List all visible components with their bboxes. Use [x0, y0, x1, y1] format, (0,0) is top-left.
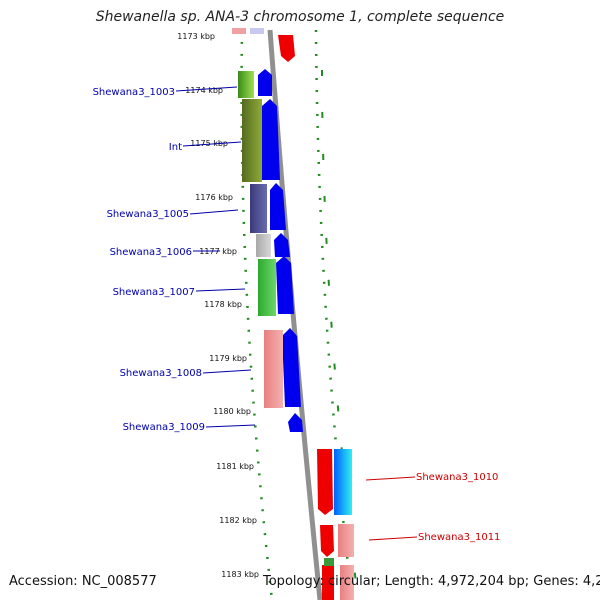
ruler-tick-label: 1173 kbp [177, 32, 215, 41]
gc-track-marks [321, 69, 359, 600]
label-leader-line [182, 141, 242, 147]
cds-arrow-1011 [320, 525, 334, 557]
ruler-tick-label: 1175 kbp [190, 139, 228, 148]
gene-label-1006: Shewana3_1006 [110, 247, 192, 258]
block-gray [256, 234, 271, 257]
feature-top-pink [232, 28, 246, 34]
gene-label-1003: Shewana3_1003 [93, 87, 175, 98]
gene-label-1010: Shewana3_1010 [416, 472, 498, 483]
block-green [258, 259, 276, 316]
cds-arrow-1009 [288, 413, 303, 432]
cds-arrow-1010 [317, 449, 333, 515]
gene-label-1008: Shewana3_1008 [120, 368, 202, 379]
cds-bottom-red [322, 565, 334, 600]
ruler-tick-label: 1181 kbp [216, 462, 254, 471]
cds-arrow-1008 [282, 328, 301, 407]
block-purple [250, 184, 267, 233]
cds-arrow-1005 [270, 183, 286, 230]
cds-arrow-top [278, 35, 295, 62]
map-title: Shewanella sp. ANA-3 chromosome 1, compl… [95, 9, 505, 25]
ruler-tick-label: 1183 kbp [221, 570, 259, 579]
feature-top-lavender [250, 28, 264, 34]
cds-arrow-1003 [258, 69, 272, 96]
ruler-tick-label: 1182 kbp [219, 516, 257, 525]
label-leader-line [189, 209, 239, 215]
label-leader-line [202, 369, 252, 374]
accession-text: Accession: NC_008577 [9, 574, 157, 589]
gene-label-1011: Shewana3_1011 [418, 532, 500, 543]
label-leader-line [365, 476, 416, 481]
gene-label-1009: Shewana3_1009 [123, 422, 205, 433]
cds-arrow-1007 [276, 256, 294, 314]
gene-label-1005: Shewana3_1005 [107, 209, 189, 220]
block-pink-lower [338, 524, 354, 557]
block-pink-bottom [340, 565, 354, 600]
label-leader-line [205, 424, 256, 428]
ruler-tick-label: 1176 kbp [195, 193, 233, 202]
gene-label-int: Int [169, 142, 182, 153]
block-olive [242, 99, 262, 182]
label-leader-line [195, 288, 246, 292]
label-leader-line [368, 536, 418, 541]
block-pink [264, 330, 283, 408]
label-leader-line [175, 86, 238, 92]
genome-summary-text: Topology: circular; Length: 4,972,204 bp… [263, 574, 600, 589]
gene-label-1007: Shewana3_1007 [113, 287, 195, 298]
block-green-bottom [324, 558, 334, 566]
ruler-tick-label: 1179 kbp [209, 354, 247, 363]
cds-arrow-int [262, 99, 280, 180]
forward-cds-track [258, 69, 303, 432]
outer-dot-ring [240, 29, 274, 600]
cds-arrow-1006 [274, 233, 290, 257]
ruler-tick-label: 1180 kbp [213, 407, 251, 416]
block-cyan [334, 449, 352, 515]
block-lime [238, 71, 254, 98]
genome-backbone [267, 29, 323, 600]
ruler-tick-label: 1174 kbp [185, 86, 223, 95]
ruler-tick-label: 1178 kbp [204, 300, 242, 309]
reverse-cds-track [278, 35, 334, 600]
